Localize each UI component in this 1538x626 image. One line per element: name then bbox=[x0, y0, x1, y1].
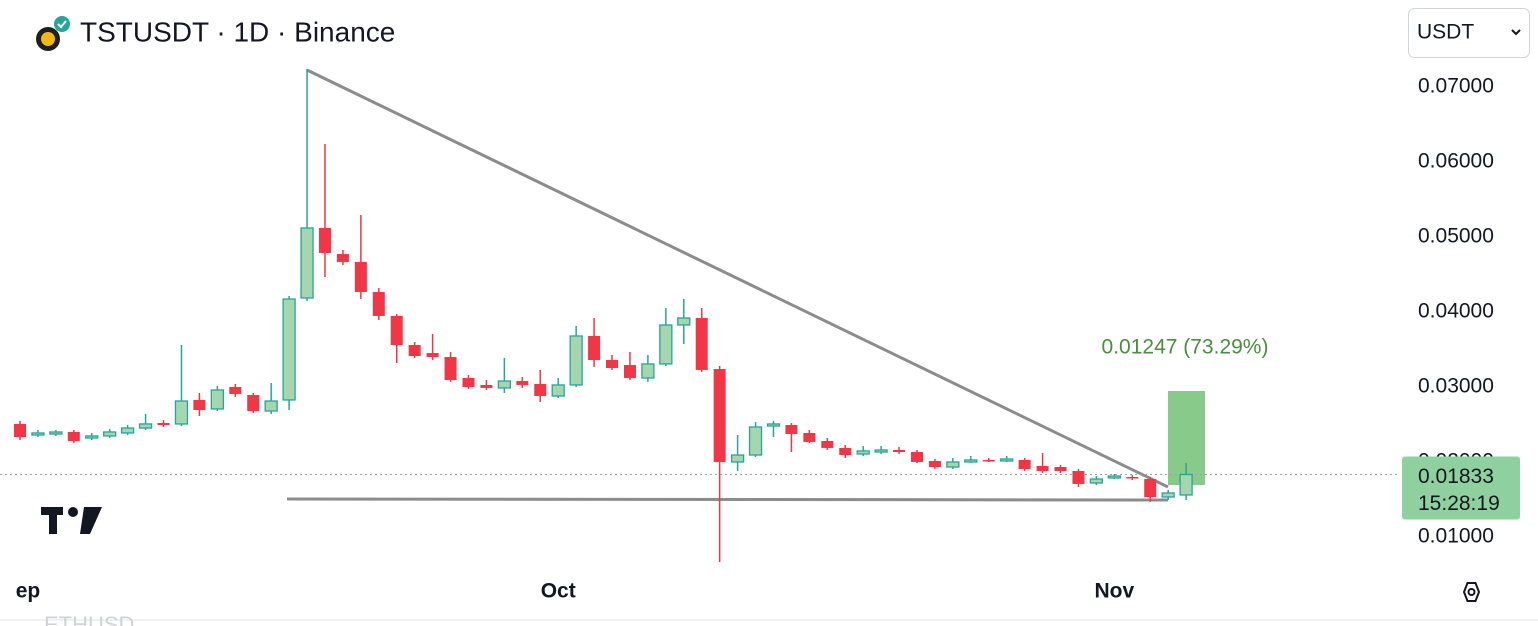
candle-body bbox=[264, 400, 278, 412]
candle-body bbox=[534, 383, 547, 396]
candle-body bbox=[210, 389, 224, 410]
currency-label: USDT bbox=[1417, 21, 1474, 44]
candle-body bbox=[67, 431, 80, 441]
plot-area bbox=[0, 68, 1400, 562]
candle-body bbox=[282, 298, 296, 401]
countdown-label: 15:28:19 bbox=[1418, 492, 1500, 515]
candle-body bbox=[1018, 459, 1031, 469]
candle-body bbox=[982, 459, 995, 462]
candle-body bbox=[85, 435, 99, 439]
candle-body bbox=[247, 395, 260, 411]
candle-body bbox=[157, 422, 170, 426]
candle-body bbox=[516, 380, 529, 385]
last-price-label: 0.01833 bbox=[1418, 465, 1494, 488]
candle-body bbox=[856, 450, 870, 455]
chart-title: TSTUSDT · 1D · Binance bbox=[80, 16, 395, 47]
x-tick-label: Nov bbox=[1094, 580, 1134, 603]
dropdown-chevron bbox=[1511, 29, 1521, 36]
candle-body bbox=[300, 227, 314, 299]
candle-body bbox=[911, 452, 923, 462]
candle-body bbox=[839, 447, 852, 456]
candle-body bbox=[766, 423, 781, 427]
candle-body bbox=[569, 335, 583, 386]
candle-body bbox=[408, 344, 421, 357]
currency-dropdown[interactable] bbox=[1408, 8, 1530, 58]
candle-body bbox=[551, 384, 565, 397]
y-tick-label: 0.05000 bbox=[1418, 225, 1494, 248]
candle-body bbox=[1054, 467, 1067, 471]
last-price-box bbox=[1402, 456, 1520, 520]
candle-body bbox=[1126, 476, 1139, 479]
candle-body bbox=[730, 454, 745, 463]
candle-body bbox=[1072, 470, 1085, 484]
settings-icon bbox=[1467, 588, 1476, 596]
candle-body bbox=[946, 461, 960, 468]
y-tick-label: 0.07000 bbox=[1418, 75, 1494, 98]
candle-body bbox=[1161, 492, 1175, 498]
candle-body bbox=[31, 432, 45, 436]
y-tick-label: 0.03000 bbox=[1418, 375, 1494, 398]
candle-body bbox=[372, 291, 385, 316]
tradingview-logo bbox=[41, 507, 102, 534]
candle-body bbox=[426, 353, 439, 357]
candle-body bbox=[1000, 458, 1014, 462]
settings-button[interactable] bbox=[1462, 582, 1481, 602]
candle-body bbox=[748, 426, 763, 456]
y-tick-label: 0.01000 bbox=[1418, 525, 1494, 548]
candle-body bbox=[588, 335, 601, 360]
candle-body bbox=[390, 315, 403, 345]
candle-body bbox=[677, 317, 691, 326]
x-tick-label: ep bbox=[16, 580, 41, 603]
candle-body bbox=[695, 317, 708, 370]
candle-body bbox=[928, 461, 941, 468]
candle-body bbox=[659, 324, 673, 365]
candle-body bbox=[713, 368, 726, 462]
candle-body bbox=[462, 377, 475, 387]
candle-body bbox=[1144, 479, 1157, 498]
candle-body bbox=[893, 449, 906, 453]
candle-body bbox=[821, 440, 834, 448]
candle-body bbox=[14, 423, 26, 438]
measure-label: 0.01247 (73.29%) bbox=[1102, 336, 1269, 359]
candle-body bbox=[1036, 465, 1049, 471]
trend-line bbox=[306, 68, 1169, 489]
candle-body bbox=[1089, 478, 1104, 484]
candle-body bbox=[785, 425, 798, 435]
y-tick-label: 0.06000 bbox=[1418, 150, 1494, 173]
candle-body bbox=[1179, 473, 1193, 496]
candle-body bbox=[229, 386, 242, 394]
candle-body bbox=[641, 363, 655, 379]
candle-body bbox=[174, 400, 189, 425]
candle-body bbox=[138, 423, 153, 429]
symbol-icon bbox=[36, 16, 70, 51]
candle-body bbox=[964, 459, 978, 463]
candle-body bbox=[318, 227, 331, 253]
candle-body bbox=[606, 359, 619, 369]
y-tick-label: 0.04000 bbox=[1418, 300, 1494, 323]
candle-body bbox=[336, 254, 349, 262]
candle-body bbox=[193, 399, 206, 411]
candle-body bbox=[803, 432, 816, 442]
candle-body bbox=[623, 365, 636, 378]
candle-body bbox=[874, 449, 888, 453]
candle-body bbox=[480, 384, 493, 388]
candle-body bbox=[497, 380, 512, 389]
candle-body bbox=[103, 431, 117, 437]
candle-body bbox=[444, 356, 457, 381]
x-tick-label: Oct bbox=[541, 580, 576, 603]
candle-body bbox=[120, 427, 135, 434]
footer-symbol: ETHUSD bbox=[44, 612, 134, 626]
candle-body bbox=[49, 431, 63, 435]
candle-body bbox=[1107, 475, 1121, 479]
candle-body bbox=[354, 261, 367, 292]
support-line bbox=[286, 497, 1169, 502]
